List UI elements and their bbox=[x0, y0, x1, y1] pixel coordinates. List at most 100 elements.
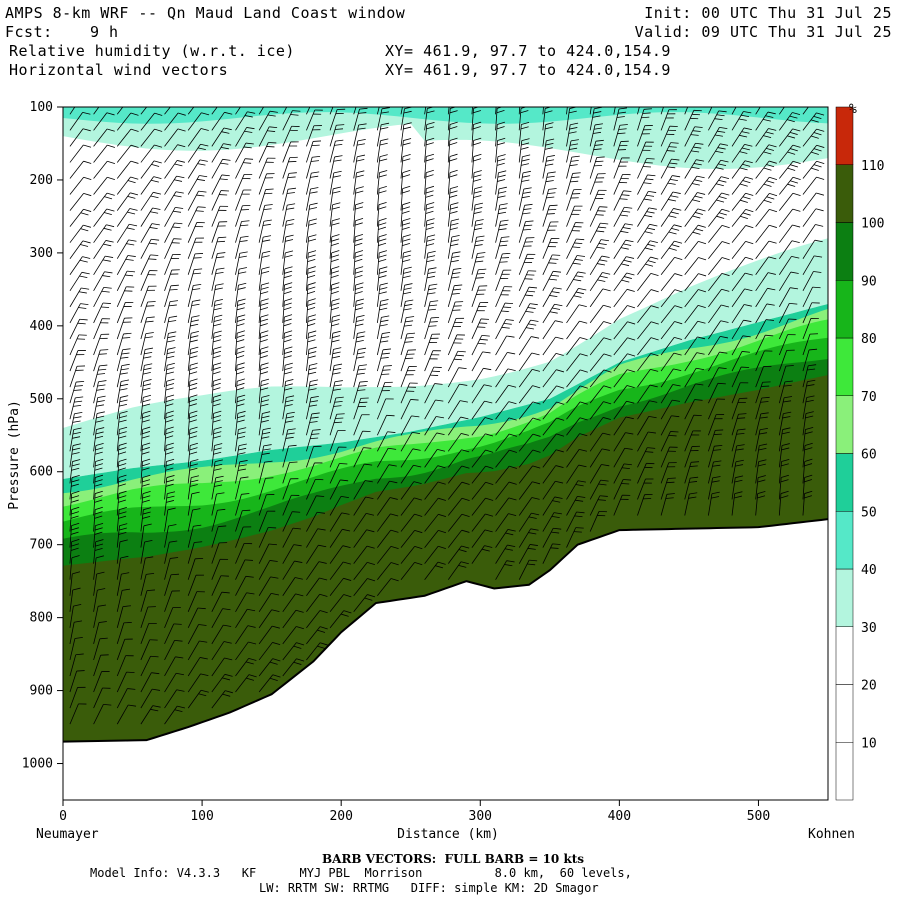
barb-shaft bbox=[258, 333, 262, 356]
wind-barb bbox=[140, 112, 163, 131]
barb-feather bbox=[696, 159, 705, 162]
barb-feather bbox=[118, 479, 127, 483]
barb-shaft bbox=[353, 496, 366, 516]
barb-shaft bbox=[282, 658, 297, 677]
barb-shaft bbox=[542, 205, 550, 227]
wind-barb bbox=[187, 459, 199, 484]
barb-shaft bbox=[376, 124, 382, 147]
wind-barb bbox=[637, 384, 658, 404]
barb-feather bbox=[641, 101, 649, 102]
barb-shaft bbox=[495, 188, 500, 211]
barb-feather bbox=[551, 531, 560, 534]
barb-shaft bbox=[755, 272, 769, 292]
wind-barb bbox=[140, 207, 161, 227]
wind-barb bbox=[211, 205, 229, 227]
barb-feather bbox=[619, 124, 628, 126]
barb-feather bbox=[191, 303, 200, 307]
barb-feather bbox=[693, 146, 702, 149]
wind-barb bbox=[235, 526, 252, 548]
barb-feather bbox=[450, 222, 459, 226]
wind-barb bbox=[471, 235, 485, 259]
barb-feather bbox=[507, 544, 516, 547]
barb-feather bbox=[73, 389, 82, 391]
wind-barb bbox=[471, 433, 494, 452]
wind-barb bbox=[566, 401, 588, 420]
barb-feather bbox=[713, 449, 722, 451]
barb-feather bbox=[236, 307, 245, 311]
barb-feather bbox=[236, 339, 245, 343]
barb-feather bbox=[332, 355, 340, 359]
barb-feather bbox=[94, 515, 103, 519]
wind-barb bbox=[140, 223, 160, 243]
barb-shaft bbox=[778, 256, 792, 275]
wind-barb bbox=[116, 621, 132, 645]
wind-barb bbox=[140, 254, 159, 275]
barb-feather bbox=[118, 447, 127, 451]
barb-shaft bbox=[187, 285, 194, 307]
wind-barb bbox=[235, 235, 249, 259]
barb-feather bbox=[97, 395, 106, 398]
barb-feather bbox=[767, 272, 776, 275]
barb-feather bbox=[643, 92, 651, 93]
barb-feather bbox=[82, 111, 91, 115]
barb-shaft bbox=[116, 255, 129, 275]
barb-shaft bbox=[140, 254, 151, 275]
barb-shaft bbox=[69, 177, 84, 195]
barb-feather bbox=[521, 90, 529, 92]
barb-feather bbox=[473, 190, 482, 194]
barb-shaft bbox=[755, 397, 763, 420]
wind-barb bbox=[211, 475, 224, 500]
barb-feather bbox=[121, 352, 130, 355]
barb-shaft bbox=[542, 353, 557, 372]
barb-shaft bbox=[93, 606, 99, 628]
barb-shaft bbox=[708, 143, 721, 163]
x-left-label: Neumayer bbox=[36, 827, 99, 842]
barb-shaft bbox=[353, 431, 363, 452]
barb-feather bbox=[307, 290, 316, 295]
barb-shaft bbox=[495, 560, 507, 580]
barb-feather bbox=[792, 96, 800, 98]
wind-barb bbox=[235, 427, 247, 452]
model-info-line1: Model Info: V4.3.3 KF MYJ PBL Morrison 8… bbox=[90, 866, 632, 880]
wind-barb bbox=[660, 125, 678, 147]
barb-legend: BARB VECTORS: FULL BARB = 10 kts bbox=[322, 852, 585, 866]
barb-feather bbox=[451, 234, 460, 238]
barb-feather bbox=[593, 127, 603, 130]
barb-feather bbox=[225, 97, 233, 99]
barb-shaft bbox=[589, 321, 604, 340]
barb-shaft bbox=[376, 349, 384, 372]
barb-feather bbox=[600, 239, 609, 242]
barb-feather bbox=[476, 235, 485, 238]
barb-feather bbox=[671, 158, 680, 161]
barb-feather bbox=[141, 451, 150, 455]
barb-feather bbox=[240, 235, 249, 238]
wind-barb bbox=[306, 171, 320, 195]
barb-feather bbox=[285, 436, 294, 439]
wind-barb bbox=[353, 107, 357, 115]
wind-barb bbox=[613, 385, 635, 404]
barb-shaft bbox=[660, 305, 676, 324]
barb-feather bbox=[295, 609, 304, 613]
barb-feather bbox=[380, 357, 389, 359]
barb-shaft bbox=[258, 543, 270, 564]
wind-barb bbox=[258, 266, 270, 291]
barb-feather bbox=[332, 330, 341, 334]
barb-shaft bbox=[637, 125, 646, 147]
wind-barb bbox=[637, 400, 658, 420]
barb-feather bbox=[366, 513, 375, 516]
barb-feather bbox=[577, 480, 586, 483]
barb-shaft bbox=[708, 225, 723, 243]
barb-shaft bbox=[187, 301, 193, 324]
barb-feather bbox=[334, 128, 344, 130]
barb-shaft bbox=[471, 335, 483, 356]
wind-barb bbox=[116, 411, 128, 436]
barb-feather bbox=[576, 238, 585, 241]
wind-barb bbox=[258, 592, 280, 613]
barb-shaft bbox=[329, 141, 336, 163]
barb-feather bbox=[236, 355, 245, 359]
barb-feather bbox=[177, 705, 186, 709]
barb-shaft bbox=[495, 156, 499, 179]
barb-shaft bbox=[258, 429, 264, 452]
barb-feather bbox=[458, 367, 467, 370]
barb-feather bbox=[545, 126, 553, 130]
